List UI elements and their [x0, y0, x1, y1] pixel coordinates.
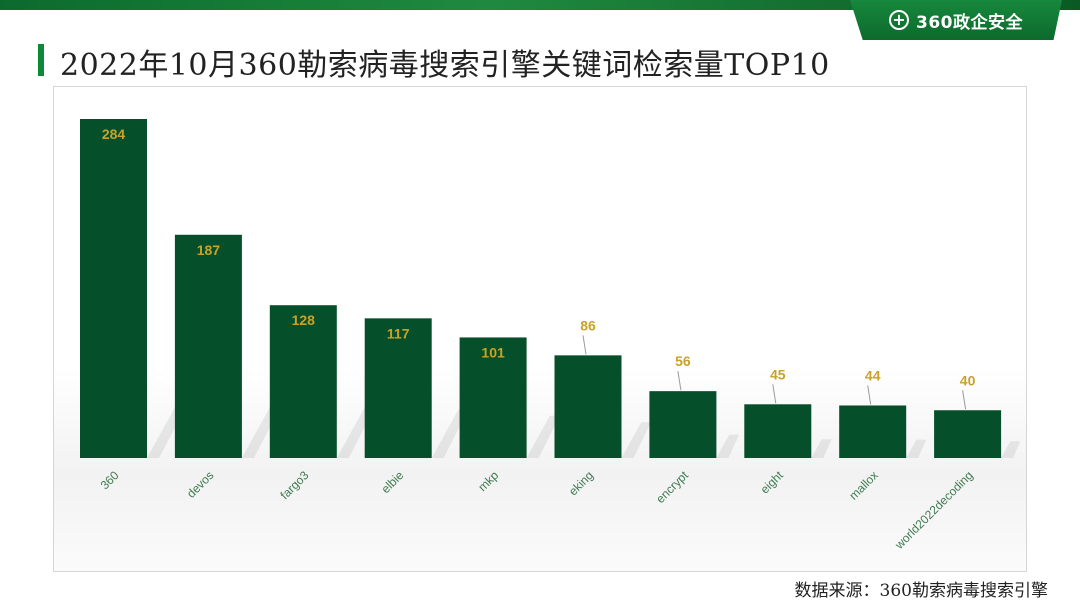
bar-shadow: [906, 439, 927, 458]
bar-mallox: [839, 405, 907, 458]
brand-logo: + 360政企安全: [850, 0, 1062, 40]
bar-shadow: [621, 422, 652, 458]
x-tick-label: devos: [184, 468, 217, 501]
bar-shadow: [716, 434, 740, 458]
label-leader-line: [677, 371, 682, 391]
bar-world2022decoding: [934, 410, 1002, 458]
x-tick-label: elbie: [378, 468, 406, 496]
data-label: 187: [197, 242, 221, 258]
brand-name: 360政企安全: [916, 12, 1023, 33]
bar-devos: [174, 234, 242, 458]
chart-panel: 284 360 187 devos 128 fargo3 117 elbie 101 mkp 86 e…: [53, 86, 1027, 572]
x-tick-label: mkp: [475, 468, 501, 494]
x-tick-label: encrypt: [653, 468, 691, 506]
x-tick-label: mallox: [846, 468, 880, 502]
bar-elbie: [364, 318, 432, 458]
bar-shadow: [526, 415, 560, 458]
data-label: 44: [865, 367, 881, 383]
page-title: 2022年10月360勒索病毒搜索引擎关键词检索量TOP10: [60, 48, 830, 83]
label-leader-line: [772, 384, 777, 404]
data-label: 117: [387, 325, 410, 341]
x-tick-label: fargo3: [277, 468, 311, 502]
data-label: 284: [102, 126, 126, 142]
bar-eking: [554, 355, 622, 458]
bar-mkp: [459, 337, 527, 458]
bar-shadow: [431, 409, 469, 458]
x-tick-label: world2022decoding: [892, 468, 976, 552]
label-leader-line: [582, 335, 587, 355]
label-leader-line: [962, 390, 967, 410]
data-label: 40: [960, 372, 976, 388]
data-label: 45: [770, 366, 786, 382]
data-label: 101: [481, 344, 505, 360]
source-note: 数据来源：360勒索病毒搜索引擎: [794, 581, 1048, 601]
top-band: [0, 0, 1080, 10]
bar-encrypt: [649, 391, 717, 458]
bar-360: [80, 119, 147, 458]
data-label: 86: [580, 317, 596, 333]
bar-shadow: [1001, 441, 1021, 458]
bar-chart: 284 360 187 devos 128 fargo3 117 elbie 101 mkp 86 e…: [80, 119, 1021, 552]
x-tick-label: 360: [98, 468, 122, 492]
label-leader-line: [867, 385, 872, 405]
x-tick-label: eight: [758, 468, 787, 497]
data-label: 128: [292, 312, 316, 328]
data-label: 56: [675, 353, 691, 369]
bar-fargo3: [269, 305, 337, 458]
title-accent-bar: [38, 44, 44, 76]
plus-circle-icon: +: [889, 10, 909, 30]
bar-shadow: [811, 439, 832, 458]
bar-eight: [744, 404, 812, 458]
x-tick-label: eking: [566, 468, 596, 498]
